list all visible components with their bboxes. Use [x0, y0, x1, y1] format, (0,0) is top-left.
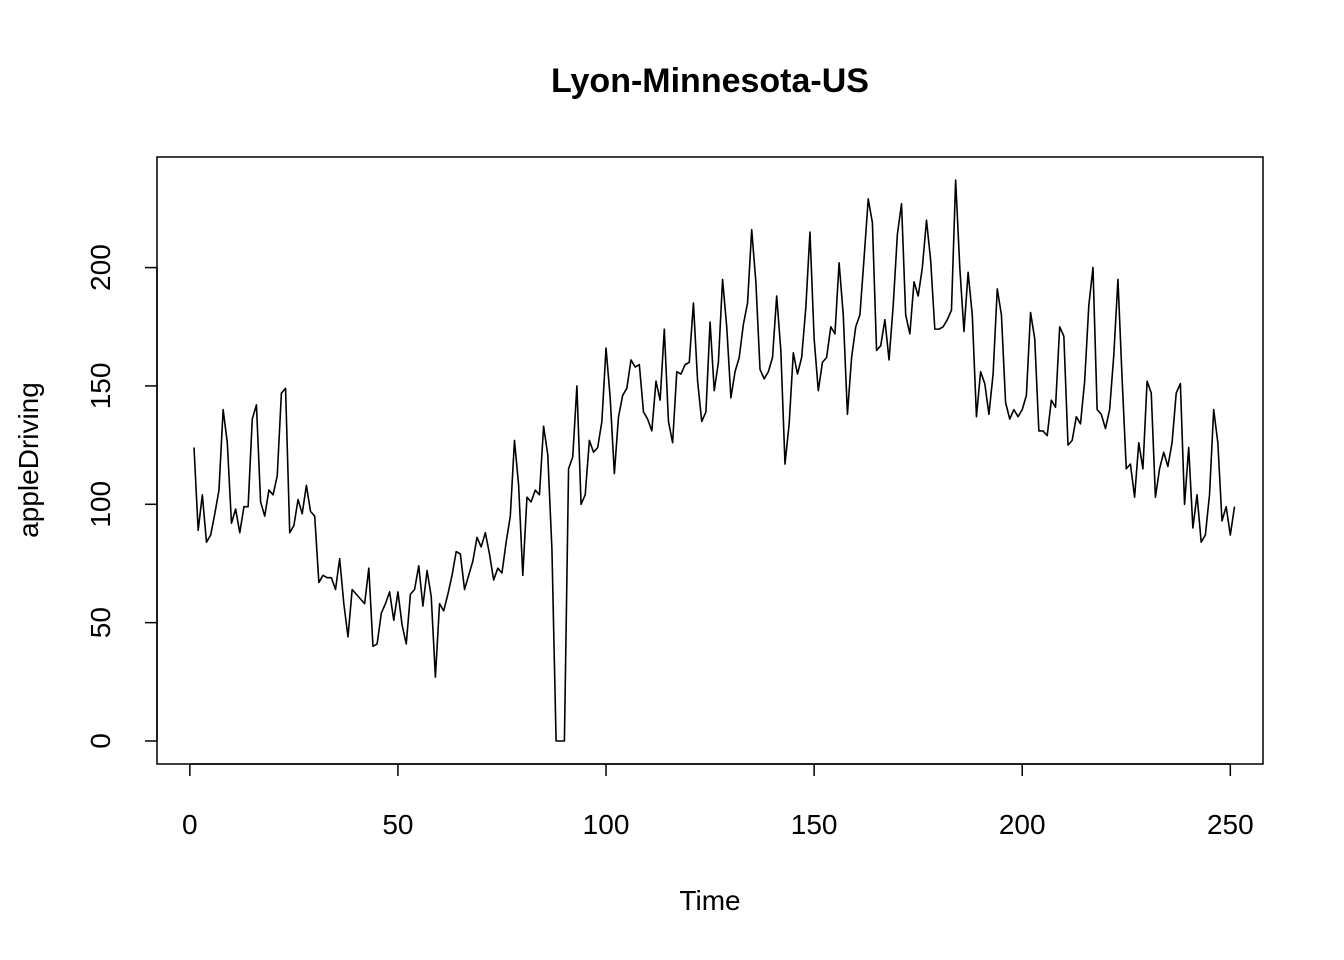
y-tick-label: 50 [85, 607, 116, 638]
x-tick-label: 200 [999, 809, 1046, 840]
y-tick-label: 200 [85, 244, 116, 291]
x-axis: 0 50 100 150 200 250 [182, 763, 1254, 840]
x-axis-label: Time [679, 885, 740, 916]
x-tick-label: 150 [791, 809, 838, 840]
series-line-appleDriving [193, 179, 1236, 742]
y-axis: 0 50 100 150 200 [85, 244, 158, 749]
x-tick-label: 0 [182, 809, 198, 840]
x-tick-label: 100 [583, 809, 630, 840]
x-tick-label: 250 [1207, 809, 1254, 840]
y-tick-label: 150 [85, 363, 116, 410]
y-tick-label: 100 [85, 481, 116, 528]
chart-title: Lyon-Minnesota-US [551, 62, 869, 100]
plot-frame [156, 156, 1264, 765]
y-axis-label: appleDriving [13, 382, 44, 538]
y-tick-label: 0 [85, 733, 116, 749]
x-tick-label: 50 [382, 809, 413, 840]
